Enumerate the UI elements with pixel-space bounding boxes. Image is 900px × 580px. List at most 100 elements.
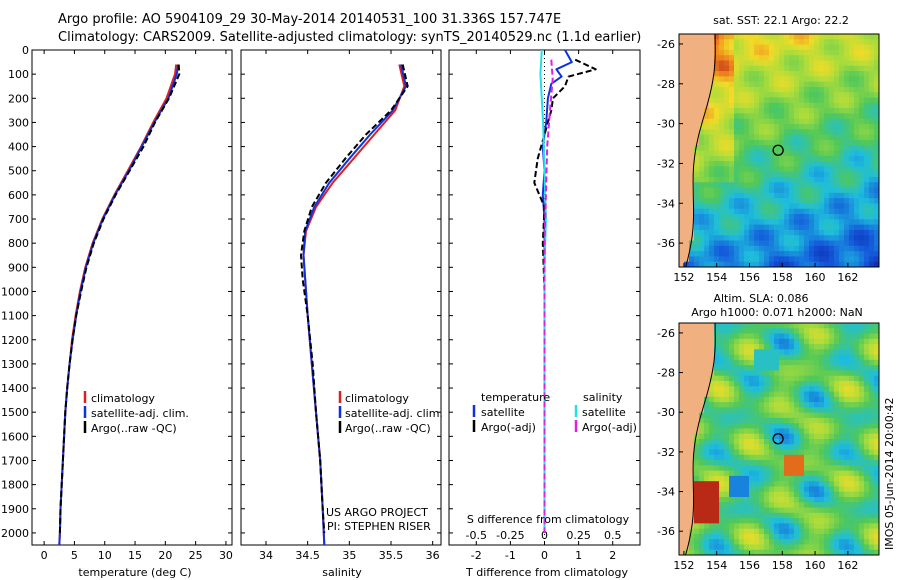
map-cell [799,145,805,151]
map-cell [874,518,880,524]
map-cell [749,155,755,162]
map-cell [724,251,730,257]
map-cell [744,256,750,263]
map-cell [764,134,770,141]
map-cell [724,491,730,498]
map-cell [719,486,725,493]
map-cell [714,475,720,482]
map-cell [804,71,810,77]
map-cell [809,235,815,242]
map-cell [744,60,750,67]
map-cell [844,539,850,545]
map-cell [789,251,795,257]
map-cell [739,523,745,530]
map-cell [779,502,785,509]
map-cell [709,444,715,451]
map-cell [819,219,825,226]
map-cell [849,118,855,125]
map-cell [789,439,795,445]
map-cell [759,533,765,540]
map-cell [769,81,775,88]
map-cell [709,86,715,93]
map-cell [869,518,875,524]
map-cell [759,454,765,461]
map-cell [769,187,775,194]
map-cell [679,71,685,77]
map-cell [839,486,845,493]
map-cell [679,549,685,556]
map-cell [744,502,750,509]
map-cell [814,261,820,268]
map-cell [754,192,760,199]
map-cell [774,370,780,377]
map-cell [789,39,795,46]
map-cell [789,481,795,487]
map-cell [844,139,850,146]
map-cell [849,365,855,371]
map-cell [804,423,810,429]
map-cell [854,544,860,551]
map-cell [769,428,775,435]
map-cell [859,423,865,429]
map-cell [714,139,720,146]
map-cell [749,528,755,535]
map-cell [734,71,740,77]
map-cell [859,497,865,503]
map-cell [699,108,705,114]
map-cell [704,417,710,424]
map-cell [789,423,795,429]
map-cell [824,166,830,173]
map-cell [869,512,875,519]
map-cell [689,502,695,509]
map-cell [814,359,820,366]
map-cell [849,328,855,335]
map-cell [694,134,700,141]
legend-sal-satellite-label: satellite [582,406,626,419]
map-cell [869,176,875,183]
map-cell [759,55,765,61]
map-cell [734,76,740,83]
map-cell [709,176,715,183]
map-cell [799,118,805,125]
map-cell [849,134,855,141]
map-cell [694,486,700,493]
map-cell [834,396,840,403]
map-cell [694,261,700,268]
map-cell [719,475,725,482]
map-cell [744,386,750,393]
map-cell [739,470,745,477]
map-cell [749,55,755,61]
map-cell [869,171,875,178]
map-cell [679,386,685,393]
map-cell [789,391,795,398]
map-cell [809,507,815,514]
map-cell [829,44,835,51]
map-cell [709,396,715,403]
map-cell [844,198,850,204]
map-cell [784,417,790,424]
map-cell [804,433,810,440]
map-cell [724,245,730,252]
sst-map-title: sat. SST: 22.1 Argo: 22.2 [713,14,849,27]
map-cell [804,129,810,136]
map-cell [849,182,855,189]
map-cell [814,108,820,114]
map-cell [749,166,755,173]
map-cell [734,470,740,477]
map-cell [764,486,770,493]
map-cell [849,475,855,482]
map-cell [699,129,705,136]
map-cell [719,533,725,540]
map-cell [804,481,810,487]
map-cell [679,81,685,88]
map-cell [844,49,850,56]
map-cell [874,481,880,487]
map-cell [724,261,730,268]
map-cell [734,354,740,361]
map-cell [784,507,790,514]
map-cell [734,139,740,146]
map-cell [854,187,860,194]
map-cell [834,491,840,498]
map-cell [819,150,825,157]
map-cell [704,528,710,535]
